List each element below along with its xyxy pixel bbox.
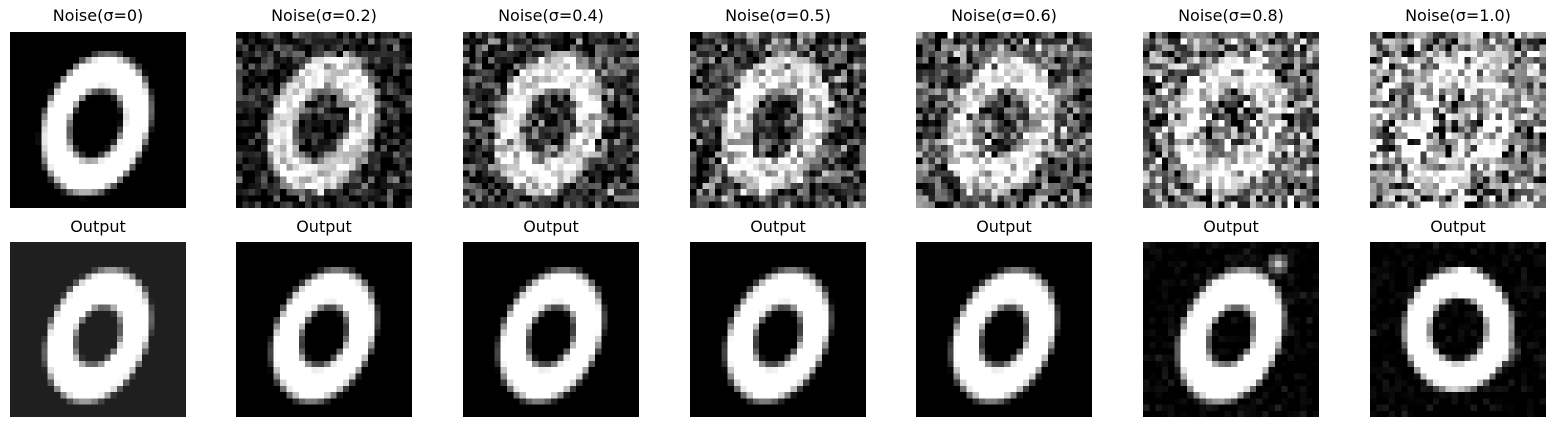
output-panel-2: Output: [463, 217, 639, 417]
output-panel-3: Output: [690, 217, 866, 417]
panel-title: Noise(σ=0.4): [498, 6, 604, 25]
output-panel-5: Output: [1143, 217, 1319, 417]
noise-panel-1: Noise(σ=0.2): [236, 6, 412, 208]
output-panel-0: Output: [10, 217, 186, 417]
output-panel-4: Output: [916, 217, 1092, 417]
noise-panel-4: Noise(σ=0.6): [916, 6, 1092, 208]
panel-title: Output: [296, 217, 352, 236]
panel-title: Noise(σ=0.8): [1178, 6, 1284, 25]
denoised-digit-image: [690, 242, 866, 417]
noise-panel-3: Noise(σ=0.5): [690, 6, 866, 208]
denoised-digit-image: [916, 242, 1092, 417]
noise-panel-0: Noise(σ=0): [10, 6, 186, 208]
noisy-digit-image: [916, 32, 1092, 208]
panel-title: Noise(σ=1.0): [1405, 6, 1511, 25]
denoised-digit-image: [236, 242, 412, 417]
denoised-digit-image: [1143, 242, 1319, 417]
noisy-digit-image: [1370, 32, 1546, 208]
panel-title: Output: [750, 217, 806, 236]
denoised-digit-image: [1370, 242, 1546, 417]
noisy-digit-image: [463, 32, 639, 208]
noisy-digit-image: [690, 32, 866, 208]
panel-title: Output: [70, 217, 126, 236]
panel-title: Noise(σ=0.5): [725, 6, 831, 25]
output-panel-6: Output: [1370, 217, 1546, 417]
panel-title: Output: [1430, 217, 1486, 236]
noise-panel-2: Noise(σ=0.4): [463, 6, 639, 208]
noisy-digit-image: [236, 32, 412, 208]
denoised-digit-image: [463, 242, 639, 417]
panel-title: Noise(σ=0.2): [271, 6, 377, 25]
noise-panel-5: Noise(σ=0.8): [1143, 6, 1319, 208]
noise-panel-6: Noise(σ=1.0): [1370, 6, 1546, 208]
noisy-digit-image: [1143, 32, 1319, 208]
noisy-digit-image: [10, 32, 186, 208]
panel-title: Output: [1203, 217, 1259, 236]
panel-title: Noise(σ=0): [52, 6, 144, 25]
panel-title: Output: [976, 217, 1032, 236]
denoised-digit-image: [10, 242, 186, 417]
output-panel-1: Output: [236, 217, 412, 417]
panel-title: Output: [523, 217, 579, 236]
panel-title: Noise(σ=0.6): [951, 6, 1057, 25]
